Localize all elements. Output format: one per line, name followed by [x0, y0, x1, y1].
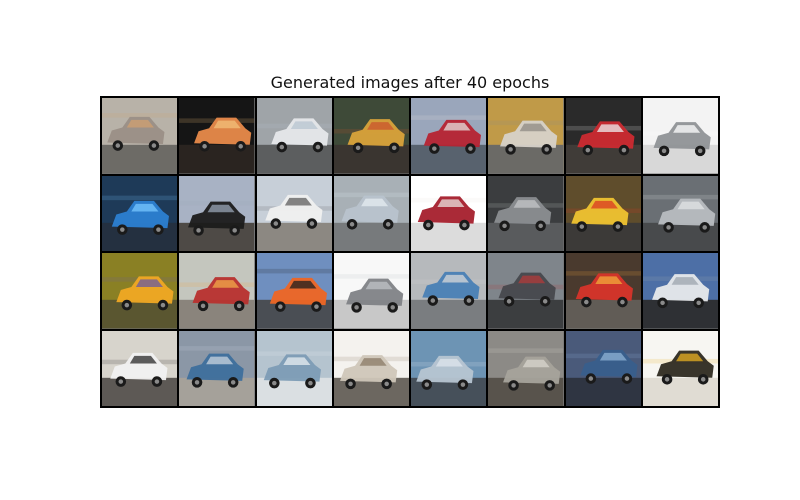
generated-image-tile	[256, 175, 332, 251]
car-icon	[411, 253, 487, 329]
generated-image-tile	[488, 98, 564, 174]
generated-image-tile	[179, 175, 255, 251]
car-icon	[565, 253, 641, 329]
generated-image-tile	[411, 175, 487, 251]
car-icon	[488, 175, 564, 251]
generated-image-tile	[256, 330, 332, 406]
car-icon	[179, 175, 255, 251]
generated-image-tile	[333, 253, 409, 329]
car-icon	[565, 175, 641, 251]
car-icon	[256, 330, 332, 406]
car-icon	[642, 253, 718, 329]
car-icon	[102, 98, 178, 174]
generated-image-tile	[411, 98, 487, 174]
car-icon	[256, 98, 332, 174]
car-icon	[102, 175, 178, 251]
generated-image-tile	[565, 175, 641, 251]
car-icon	[488, 253, 564, 329]
car-icon	[565, 330, 641, 406]
generated-image-tile	[565, 330, 641, 406]
car-icon	[565, 98, 641, 174]
generated-image-tile	[642, 330, 718, 406]
car-icon	[488, 330, 564, 406]
generated-image-tile	[642, 98, 718, 174]
generated-image-tile	[333, 98, 409, 174]
car-icon	[179, 330, 255, 406]
generated-image-tile	[102, 253, 178, 329]
generated-image-tile	[488, 175, 564, 251]
car-icon	[333, 175, 409, 251]
car-icon	[179, 253, 255, 329]
generated-image-tile	[102, 330, 178, 406]
generated-image-tile	[256, 253, 332, 329]
car-icon	[333, 98, 409, 174]
generated-image-tile	[642, 175, 718, 251]
generated-image-tile	[565, 253, 641, 329]
car-icon	[642, 330, 718, 406]
generated-image-tile	[411, 253, 487, 329]
car-icon	[333, 253, 409, 329]
generated-image-tile	[179, 253, 255, 329]
generated-image-grid	[100, 96, 720, 408]
car-icon	[102, 253, 178, 329]
car-icon	[642, 98, 718, 174]
car-icon	[642, 175, 718, 251]
car-icon	[488, 98, 564, 174]
car-icon	[256, 175, 332, 251]
generated-image-tile	[565, 98, 641, 174]
generated-image-tile	[411, 330, 487, 406]
figure-title: Generated images after 40 epochs	[270, 73, 550, 92]
generated-image-tile	[179, 330, 255, 406]
car-icon	[411, 175, 487, 251]
generated-image-tile	[179, 98, 255, 174]
generated-image-tile	[642, 253, 718, 329]
generated-image-tile	[102, 98, 178, 174]
generated-image-tile	[488, 253, 564, 329]
generated-image-tile	[102, 175, 178, 251]
car-icon	[333, 330, 409, 406]
car-icon	[411, 330, 487, 406]
generated-image-tile	[256, 98, 332, 174]
car-icon	[411, 98, 487, 174]
car-icon	[256, 253, 332, 329]
generated-image-tile	[333, 330, 409, 406]
car-icon	[102, 330, 178, 406]
generated-image-tile	[333, 175, 409, 251]
car-icon	[179, 98, 255, 174]
generated-image-tile	[488, 330, 564, 406]
